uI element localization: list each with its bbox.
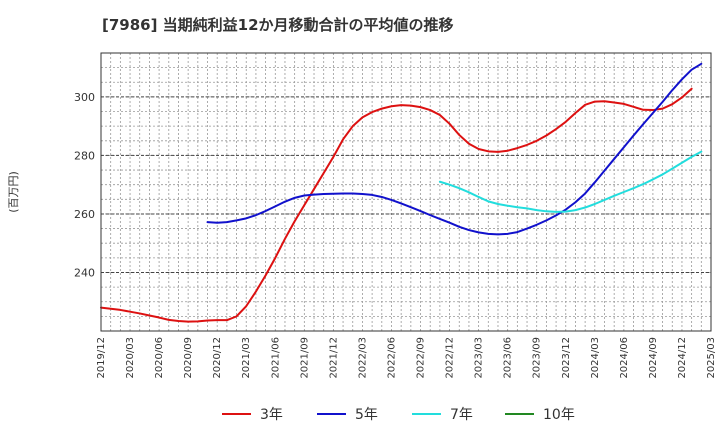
grid bbox=[101, 53, 711, 331]
y-tick-label: 280 bbox=[74, 149, 95, 162]
legend-label: 5年 bbox=[355, 407, 378, 423]
x-tick-label: 2024/03 bbox=[590, 337, 601, 379]
x-tick-label: 2019/12 bbox=[96, 337, 107, 379]
y-axis-ticks: 240 260 280 300 bbox=[74, 91, 95, 280]
x-tick-label: 2020/09 bbox=[183, 337, 194, 379]
x-axis-ticks: 2019/12 2020/03 2020/06 2020/09 2020/12 2021/… bbox=[96, 337, 717, 379]
x-tick-label: 2022/12 bbox=[445, 337, 456, 379]
x-tick-label: 2021/03 bbox=[241, 337, 252, 379]
series-line-5年 bbox=[206, 62, 703, 236]
legend-label: 7年 bbox=[450, 407, 473, 423]
x-tick-label: 2022/03 bbox=[357, 337, 368, 379]
chart-title: [7986] 当期純利益12か月移動合計の平均値の推移 bbox=[102, 16, 454, 34]
plot-frame bbox=[100, 52, 712, 332]
x-tick-label: 2024/12 bbox=[677, 337, 688, 379]
x-tick-label: 2023/09 bbox=[532, 337, 543, 379]
y-tick-label: 300 bbox=[74, 91, 95, 104]
legend-label: 10年 bbox=[543, 407, 575, 423]
x-tick-label: 2021/09 bbox=[299, 337, 310, 379]
x-tick-label: 2024/09 bbox=[648, 337, 659, 379]
x-tick-label: 2020/03 bbox=[125, 337, 136, 379]
y-tick-label: 240 bbox=[74, 266, 95, 279]
x-tick-label: 2021/12 bbox=[328, 337, 339, 379]
x-tick-label: 2022/06 bbox=[386, 337, 397, 379]
legend: 3年 5年 7年 10年 bbox=[222, 407, 575, 423]
y-tick-label: 260 bbox=[74, 208, 95, 221]
x-tick-label: 2021/06 bbox=[270, 337, 281, 379]
legend-label: 3年 bbox=[260, 407, 283, 423]
y-axis-label: (百万円) bbox=[7, 171, 20, 213]
x-tick-label: 2020/06 bbox=[154, 337, 165, 379]
x-tick-label: 2023/06 bbox=[503, 337, 514, 379]
x-tick-label: 2020/12 bbox=[212, 337, 223, 379]
series-line-7年 bbox=[438, 150, 703, 213]
x-tick-label: 2022/09 bbox=[416, 337, 427, 379]
x-tick-label: 2023/12 bbox=[561, 337, 572, 379]
x-tick-label: 2023/03 bbox=[474, 337, 485, 379]
x-tick-label: 2024/06 bbox=[619, 337, 630, 379]
series-line-3年 bbox=[100, 87, 693, 323]
series-lines bbox=[100, 62, 703, 323]
x-tick-label: 2025/03 bbox=[706, 337, 717, 379]
